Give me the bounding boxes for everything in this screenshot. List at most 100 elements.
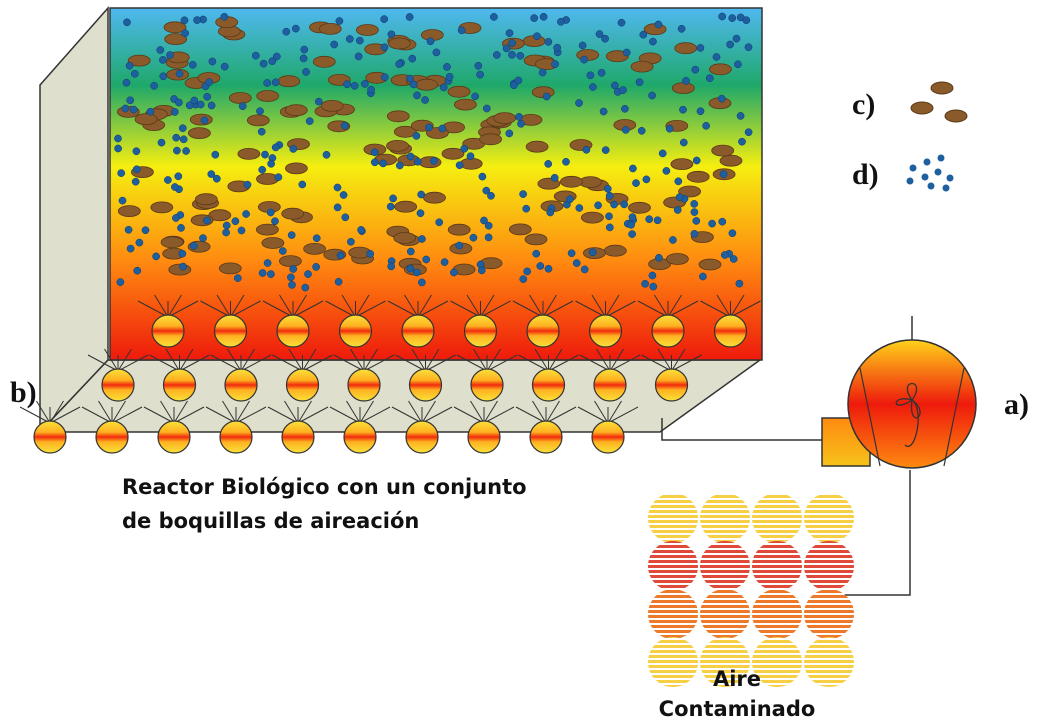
air-bubble [124,225,133,234]
air-bubble [123,18,131,27]
aeration-nozzle [149,348,210,402]
air-bubble [261,150,269,159]
air-pipe-source [832,470,911,596]
microorganism [386,139,409,152]
air-bubble [333,203,342,212]
air-bubble [222,228,230,237]
air-bubble [641,279,649,288]
air-bubble [274,173,283,182]
air-bubble [416,209,425,218]
air-bubble [181,29,189,38]
air-bubble [440,258,449,266]
aeration-nozzle [272,348,333,402]
aeration-nozzle [387,294,449,348]
air-bubble [492,51,501,59]
microorganism [150,201,174,214]
air-bubble [620,200,629,209]
air-bubble [482,186,491,195]
air-bubble [702,121,710,130]
air-bubble [132,147,141,156]
microorganism [355,24,379,36]
air-bubble [586,71,595,80]
air-bubble [164,176,172,184]
air-bubble [691,65,700,74]
air-bubble [418,278,426,287]
microorganism [160,236,184,249]
air-bubble [729,255,738,263]
air-bubble [648,271,657,280]
air-bubble [380,73,389,82]
blower [821,316,977,469]
air-bubble [517,119,525,128]
air-bubble [132,165,141,174]
air-bubble [405,13,414,21]
aeration-nozzle [515,400,577,454]
air-label-line2: Contaminado [659,697,816,721]
air-bubble [366,249,375,258]
air-bubble [130,69,139,78]
air-bubble [690,208,699,216]
air-bubble [621,126,630,134]
air-bubble [304,270,312,278]
air-bubble [484,233,493,242]
microorganism [447,223,471,236]
air-bubble [508,50,516,59]
air-bubble [621,104,629,113]
aeration-nozzle [641,348,702,402]
air-bubble [601,146,610,154]
air-bubble [200,116,209,125]
air-bubble [117,169,126,177]
air-bubble [627,220,635,229]
air-bubble [258,165,267,174]
air-bubble [677,24,686,33]
aeration-nozzle [391,400,453,454]
air-bubble [207,101,216,110]
air-bubble [455,161,464,170]
air-bubble [628,230,636,238]
reactor-caption-line2: de boquillas de aireación [122,509,419,533]
air-bubble [343,80,351,89]
aeration-nozzle [450,294,511,348]
air-bubble [131,177,140,186]
microorganism [393,232,417,244]
air-bubble [256,107,264,116]
air-bubble [220,12,229,21]
air-bubble [474,61,483,70]
legend-microorganisms-sample [910,81,968,123]
air-bubble [736,112,745,120]
air-bubble [575,204,584,212]
microorganism [386,110,410,123]
air-bubble [658,149,667,158]
air-bubble [720,251,729,259]
aeration-nozzle [637,294,699,348]
aeration-nozzle [512,294,574,348]
air-bubble [544,38,553,46]
air-bubble [334,277,343,286]
air-bubble [263,79,272,87]
label-d: d) [852,158,879,191]
air-bubble [430,157,438,165]
microorganism [261,237,285,249]
air-bubble [599,107,608,116]
air-bubble [601,34,609,43]
air-bubble [438,124,447,133]
air-bubble [732,34,741,43]
air-bubble [690,200,699,208]
air-bubble [179,135,188,144]
air-bubble [553,43,562,52]
microorganism [453,98,477,111]
air-bubble [734,60,742,69]
air-bubble [610,200,618,209]
air-bubble [648,91,656,100]
microorganism [208,209,232,222]
air-bubble [166,51,174,59]
air-bubble [205,78,214,86]
air-bubble [157,138,166,147]
air-bubble [287,231,296,239]
air-bubble [692,156,701,165]
label-b: b) [10,376,37,409]
air-bubble [258,269,267,277]
aeration-nozzle [453,400,515,454]
microorganism [134,113,158,126]
air-bubble [443,63,451,71]
